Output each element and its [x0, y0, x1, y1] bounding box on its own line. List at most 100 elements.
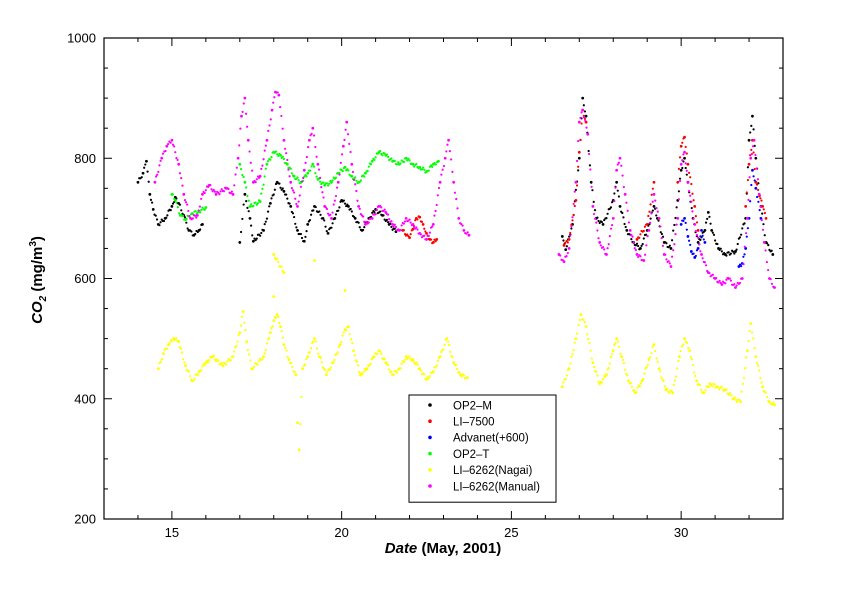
data-point: [314, 205, 317, 209]
data-point: [643, 225, 647, 228]
data-point: [756, 195, 759, 199]
data-point: [214, 192, 218, 196]
data-point: [733, 252, 736, 255]
data-point: [423, 234, 426, 237]
data-point: [443, 343, 446, 346]
data-point: [760, 381, 763, 384]
data-point: [635, 391, 638, 394]
data-point: [582, 116, 586, 119]
data-point: [246, 125, 249, 128]
data-point: [140, 176, 143, 179]
data-point: [445, 337, 449, 341]
data-point: [159, 360, 162, 363]
data-point: [596, 216, 599, 219]
data-point: [692, 199, 695, 202]
data-point: [720, 283, 724, 286]
data-point: [383, 208, 386, 211]
data-point: [194, 210, 197, 213]
data-point: [279, 153, 282, 157]
data-point: [701, 234, 704, 237]
data-point: [646, 235, 649, 238]
data-point: [273, 188, 276, 191]
data-point: [154, 214, 157, 217]
data-point: [350, 210, 353, 213]
data-point: [173, 198, 177, 202]
data-point: [419, 233, 422, 236]
data-point: [459, 373, 462, 377]
data-point: [268, 331, 272, 335]
data-point: [286, 158, 289, 162]
data-point: [685, 169, 688, 172]
data-point: [761, 212, 764, 215]
data-point: [365, 367, 369, 371]
data-point: [291, 189, 295, 192]
data-point: [699, 238, 702, 241]
data-point: [347, 325, 350, 328]
data-point: [742, 255, 745, 258]
data-point: [422, 166, 425, 169]
data-point: [404, 355, 408, 359]
data-point: [745, 349, 749, 353]
data-point: [617, 195, 621, 198]
data-point: [605, 253, 608, 256]
data-point: [238, 144, 241, 147]
data-point: [427, 234, 430, 238]
data-point: [290, 186, 293, 190]
data-point: [240, 114, 243, 118]
data-point: [644, 233, 648, 236]
data-point: [743, 253, 746, 256]
data-point: [289, 204, 293, 208]
data-point: [720, 385, 723, 388]
data-point: [724, 282, 727, 285]
data-point: [438, 180, 442, 184]
data-point: [698, 243, 701, 246]
data-point: [375, 208, 378, 211]
data-point: [399, 162, 402, 165]
data-point: [589, 168, 592, 171]
data-point: [243, 180, 247, 184]
data-point: [363, 220, 366, 223]
data-point: [655, 357, 658, 360]
data-point: [276, 91, 279, 94]
data-point: [349, 207, 352, 211]
data-point: [587, 149, 590, 153]
data-point: [178, 172, 182, 175]
data-point: [621, 358, 624, 362]
data-point: [665, 258, 668, 261]
data-point: [562, 244, 566, 247]
data-point: [374, 156, 377, 159]
data-point: [755, 167, 758, 170]
data-point: [437, 159, 440, 163]
data-point: [615, 180, 619, 184]
data-point: [587, 337, 590, 341]
data-point: [626, 374, 629, 377]
data-point: [445, 150, 448, 153]
data-point: [580, 122, 583, 125]
data-point: [389, 222, 392, 225]
x-tick-label: 20: [334, 525, 348, 540]
data-point: [213, 190, 217, 193]
data-point: [611, 353, 614, 356]
data-point: [429, 238, 433, 241]
data-point: [584, 325, 588, 328]
data-point: [659, 370, 662, 373]
data-point: [159, 221, 162, 224]
data-point: [221, 364, 225, 368]
data-point: [201, 192, 204, 196]
data-point: [655, 214, 658, 217]
data-point: [154, 175, 158, 178]
data-point: [244, 328, 247, 332]
data-point: [272, 319, 276, 322]
data-point: [207, 361, 210, 364]
data-point: [601, 246, 605, 249]
data-point: [415, 361, 418, 364]
data-series-group: [136, 90, 776, 452]
data-point: [458, 371, 461, 374]
data-point: [313, 259, 316, 262]
data-point: [248, 353, 251, 356]
data-point: [388, 368, 391, 371]
data-point: [606, 212, 609, 215]
data-point: [689, 176, 692, 179]
data-point: [157, 170, 160, 174]
data-point: [698, 384, 701, 387]
